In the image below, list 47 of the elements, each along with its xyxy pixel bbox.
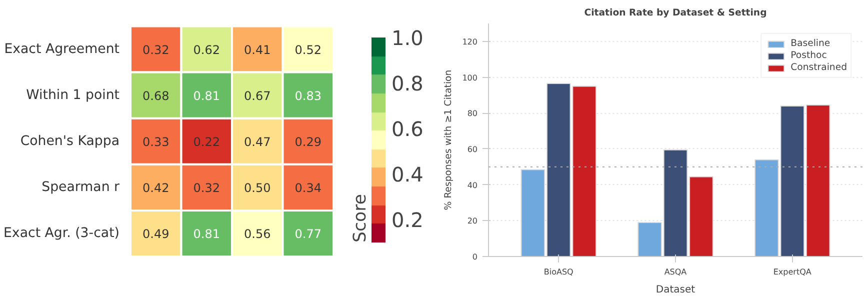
y-axis-title: % Responses with ≥1 Citation [443,70,454,210]
data-label: 0.49 [142,226,170,241]
data-label: 0.29 [294,134,322,149]
data-label: 0.67 [244,88,271,103]
y-tick-label: 100 [462,73,478,82]
y-tick-label: 60 [467,144,478,154]
y-tick-label: 0 [472,252,478,262]
color-bar-label: 0.6 [392,117,424,142]
data-label: 0.77 [294,226,322,241]
x-tick-label: ExpertQA [773,268,812,276]
y-tick-label: 20 [467,216,478,226]
legend-label: Constrained [790,62,847,73]
data-label: 0.42 [142,180,170,195]
chart-title: Citation Rate by Dataset & Setting [584,8,767,18]
y-tick-label: Spearman r [42,180,120,195]
data-label: 0.81 [193,88,220,103]
color-bar-title: Score [350,194,370,242]
x-axis-title: Dataset [656,284,696,296]
color-bar-label: 0.2 [392,208,424,232]
y-tick-label: 120 [462,37,478,46]
y-tick-label: 40 [467,180,478,190]
color-bar-label: 0.8 [392,72,424,96]
y-tick-label: Cohen's Kappa [20,134,120,149]
data-label: 0.50 [244,180,271,195]
data-label: 0.62 [193,42,220,57]
data-label: 0.34 [294,180,322,195]
y-tick-label: 80 [467,109,478,118]
x-tick-label: BioASQ [544,268,574,276]
data-label: 0.22 [193,134,220,149]
color-bar-label: 1.0 [392,26,424,50]
legend-label: Posthoc [790,50,827,61]
y-tick-label: Within 1 point [26,88,120,103]
legend-label: Baseline [790,38,830,49]
data-label: 0.47 [244,134,271,149]
data-label: 0.68 [142,88,170,103]
color-bar-label: 0.4 [392,162,424,187]
data-label: 0.56 [244,226,271,241]
y-tick-label: Exact Agr. (3-cat) [4,226,120,241]
data-label: 0.83 [294,88,322,103]
x-tick-label: ASQA [664,268,688,276]
data-label: 0.32 [142,42,170,57]
data-label: 0.81 [193,226,220,241]
data-label: 0.52 [294,42,322,57]
data-label: 0.33 [142,134,170,149]
data-label: 0.32 [193,180,220,195]
y-tick-label: Exact Agreement [4,42,120,57]
data-label: 0.41 [244,42,271,57]
